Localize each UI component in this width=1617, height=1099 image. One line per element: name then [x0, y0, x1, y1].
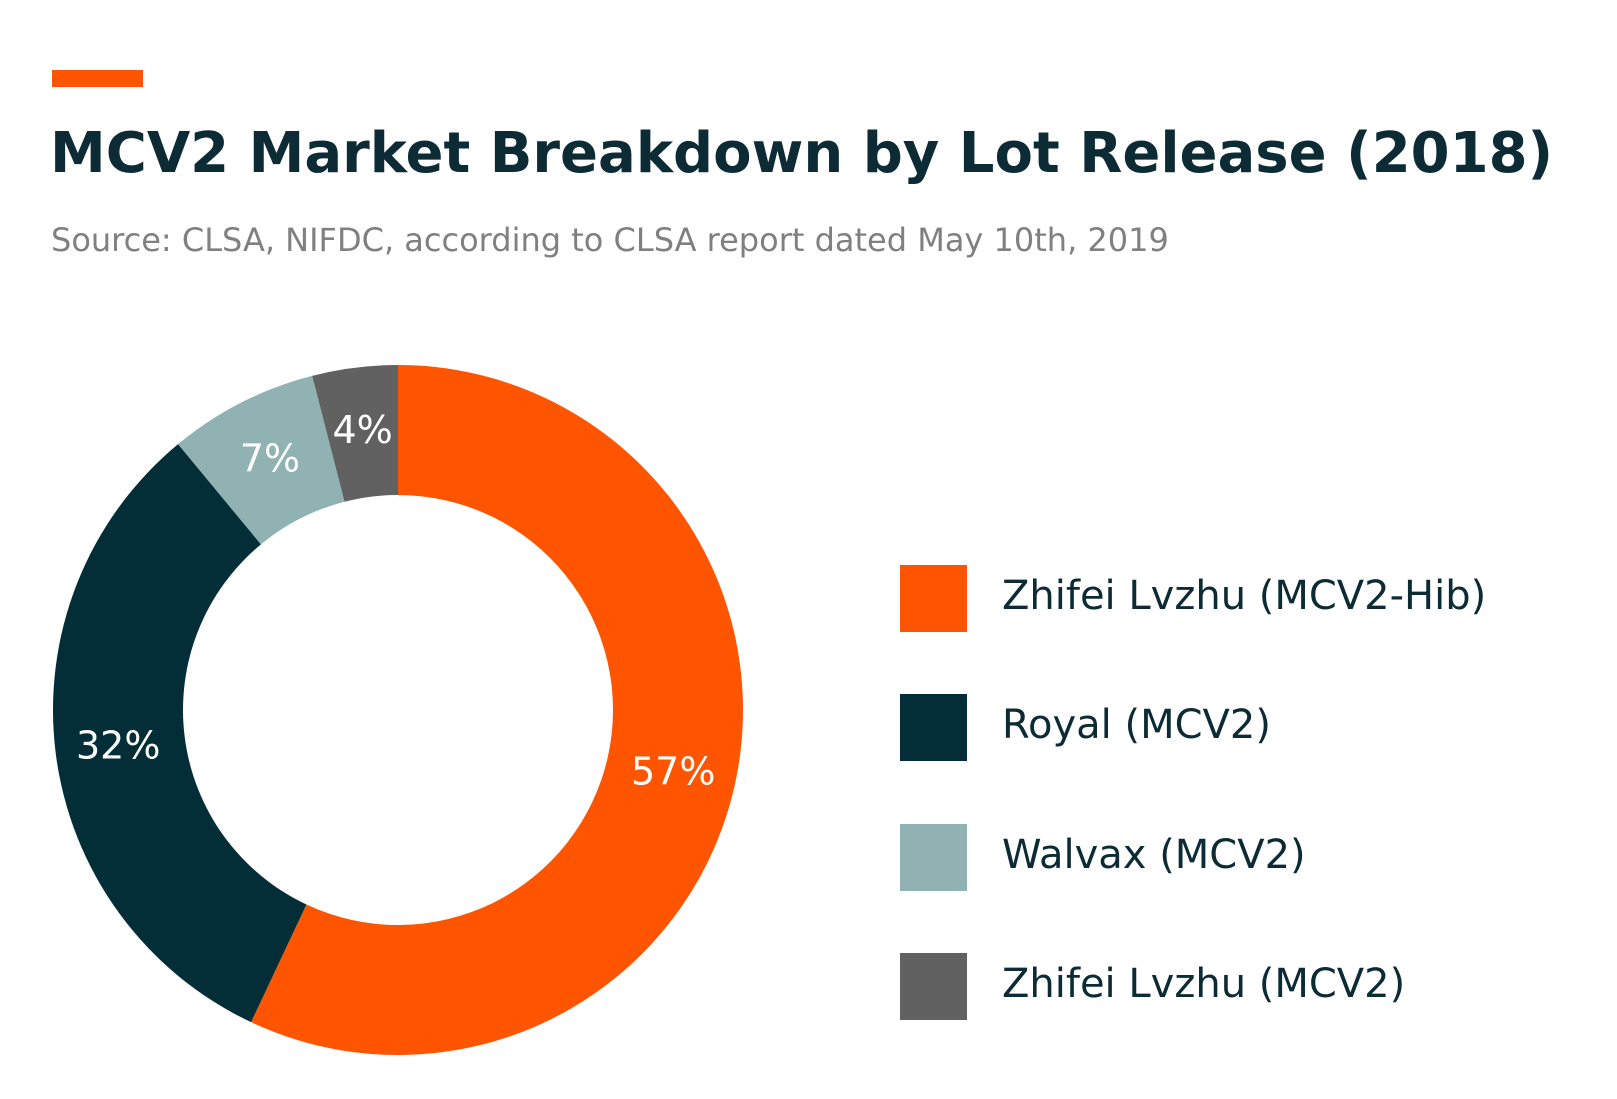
donut-slice-royal-mcv2: [52, 444, 307, 1023]
legend-item-royal-mcv2: Royal (MCV2): [900, 694, 1580, 761]
legend-swatch: [900, 694, 967, 761]
slice-data-label: 57%: [631, 750, 715, 794]
legend-swatch: [900, 565, 967, 632]
donut-slice-walvax-mcv2: [178, 375, 345, 545]
slice-data-label: 7%: [240, 437, 300, 481]
legend-swatch: [900, 824, 967, 891]
chart-title: MCV2 Market Breakdown by Lot Release (20…: [50, 121, 1554, 186]
legend-item-zhifei-lvzhu-mcv2-hib: Zhifei Lvzhu (MCV2-Hib): [900, 565, 1580, 632]
legend-item-zhifei-lvzhu-mcv2: Zhifei Lvzhu (MCV2): [900, 953, 1580, 1020]
chart-source-subtitle: Source: CLSA, NIFDC, according to CLSA r…: [51, 221, 1169, 259]
slice-data-label: 32%: [76, 723, 160, 767]
legend-label: Royal (MCV2): [1002, 702, 1271, 748]
slice-data-label: 4%: [333, 408, 393, 452]
legend-item-walvax-mcv2: Walvax (MCV2): [900, 824, 1580, 891]
legend-label: Zhifei Lvzhu (MCV2): [1002, 961, 1406, 1007]
legend-label: Walvax (MCV2): [1002, 832, 1306, 878]
legend-swatch: [900, 953, 967, 1020]
donut-slice-zhifei-lvzhu-mcv2-hib: [251, 365, 743, 1055]
donut-slice-zhifei-lvzhu-mcv2: [312, 365, 398, 502]
donut-chart: 57% 32% 7% 4%: [52, 365, 743, 1055]
title-accent-bar: [52, 70, 143, 87]
legend-label: Zhifei Lvzhu (MCV2-Hib): [1002, 573, 1487, 619]
